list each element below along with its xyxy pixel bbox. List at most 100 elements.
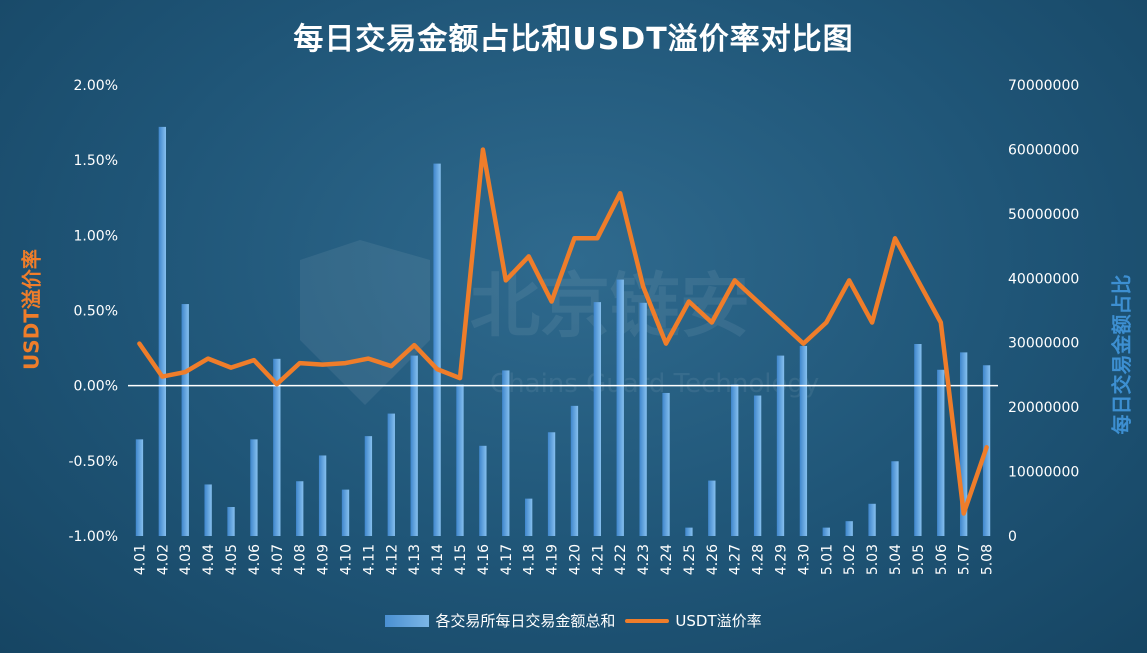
left-tick-label: 0.50%	[74, 304, 118, 320]
x-tick-label: 4.26	[705, 544, 721, 575]
x-tick-label: 4.18	[522, 544, 538, 575]
bar	[433, 163, 441, 537]
right-tick-label: 60000000	[1008, 142, 1079, 158]
bar	[318, 455, 327, 536]
right-tick-label: 50000000	[1008, 207, 1079, 223]
bar	[937, 369, 945, 536]
x-tick-label: 4.01	[132, 544, 148, 575]
x-tick-label: 4.05	[224, 544, 240, 575]
x-tick-label: 5.01	[819, 544, 835, 575]
bar	[914, 344, 922, 536]
bar	[868, 503, 876, 536]
bar	[799, 345, 808, 536]
bar	[685, 527, 693, 536]
watermark-shield-icon	[300, 240, 430, 405]
bar	[479, 445, 487, 536]
legend-line-swatch	[625, 618, 670, 623]
legend-bar-swatch	[385, 614, 430, 627]
bar	[387, 413, 395, 536]
bar	[250, 439, 258, 536]
right-tick-label: 20000000	[1008, 400, 1079, 416]
legend: 各交易所每日交易金额总和 USDT溢价率	[0, 610, 1147, 631]
bar	[227, 507, 235, 536]
x-tick-label: 5.06	[934, 544, 950, 575]
right-tick-label: 0	[1008, 529, 1017, 545]
bar	[753, 395, 762, 536]
legend-bar-label: 各交易所每日交易金额总和	[435, 612, 616, 630]
bar	[502, 370, 510, 536]
x-tick-label: 4.29	[774, 544, 790, 575]
x-tick-label: 4.28	[751, 544, 767, 575]
right-tick-label: 40000000	[1008, 271, 1079, 287]
legend-line-label: USDT溢价率	[675, 612, 762, 630]
watermark-subtext: Chains Guard Technology	[490, 369, 819, 399]
left-tick-label: -0.50%	[68, 454, 118, 470]
x-tick-label: 4.21	[590, 544, 606, 575]
bar	[547, 432, 556, 536]
watermark: 北京链安 Chains Guard Technology	[300, 240, 819, 405]
x-tick-label: 5.08	[980, 544, 996, 575]
bar	[273, 358, 281, 536]
bar	[181, 304, 189, 536]
x-tick-label: 4.19	[545, 544, 561, 575]
x-tick-label: 4.20	[567, 544, 583, 575]
legend-item-line[interactable]: USDT溢价率	[625, 610, 762, 631]
bar	[662, 392, 670, 536]
bar	[776, 355, 785, 536]
x-tick-label: 4.08	[293, 544, 309, 575]
left-tick-label: 1.00%	[74, 228, 118, 244]
x-tick-label: 4.07	[270, 544, 286, 575]
x-tick-label: 4.10	[339, 544, 355, 575]
x-tick-label: 4.30	[796, 544, 812, 575]
right-tick-label: 10000000	[1008, 465, 1079, 481]
x-tick-label: 5.07	[957, 544, 973, 575]
x-tick-label: 5.03	[865, 544, 881, 575]
left-tick-label: -1.00%	[68, 529, 118, 545]
x-tick-label: 4.16	[476, 544, 492, 575]
x-tick-label: 4.02	[155, 544, 171, 575]
right-tick-label: 30000000	[1008, 336, 1079, 352]
bar	[456, 384, 464, 536]
bar	[204, 484, 212, 536]
bar	[959, 352, 968, 536]
x-tick-label: 4.15	[453, 544, 469, 575]
bar	[341, 489, 350, 536]
watermark-text: 北京链安	[470, 265, 750, 347]
bar	[524, 498, 533, 536]
left-tick-label: 0.00%	[74, 379, 118, 395]
x-tick-label: 4.25	[682, 544, 698, 575]
chart-title: 每日交易金额占比和USDT溢价率对比图	[293, 22, 854, 57]
premium-line	[137, 147, 989, 516]
x-tick-label: 4.24	[659, 544, 675, 575]
bar	[822, 527, 830, 536]
x-tick-label: 4.04	[201, 544, 217, 575]
bar	[593, 302, 602, 536]
x-tick-label: 5.05	[911, 544, 927, 575]
bar	[708, 480, 716, 536]
bar	[639, 302, 647, 536]
bar	[570, 405, 579, 536]
bar	[158, 126, 167, 536]
x-tick-label: 4.22	[613, 544, 629, 575]
bar	[410, 355, 418, 536]
x-tick-label: 4.14	[430, 544, 446, 575]
bar	[296, 481, 304, 536]
x-tick-label: 5.04	[888, 544, 904, 575]
bar	[364, 436, 373, 536]
bar	[135, 439, 144, 536]
x-tick-label: 5.02	[842, 544, 858, 575]
left-tick-label: 1.50%	[74, 153, 118, 169]
legend-item-bar[interactable]: 各交易所每日交易金额总和	[385, 610, 615, 631]
bar	[845, 521, 853, 536]
right-tick-label: 70000000	[1008, 78, 1079, 94]
bar	[891, 461, 899, 536]
x-tick-label: 4.03	[178, 544, 194, 575]
x-tick-label: 4.09	[316, 544, 332, 575]
left-tick-label: 2.00%	[74, 78, 118, 94]
x-tick-label: 4.13	[407, 544, 423, 575]
x-tick-label: 4.12	[384, 544, 400, 575]
bar	[731, 384, 739, 536]
x-tick-label: 4.27	[728, 544, 744, 575]
x-tick-label: 4.06	[247, 544, 263, 575]
